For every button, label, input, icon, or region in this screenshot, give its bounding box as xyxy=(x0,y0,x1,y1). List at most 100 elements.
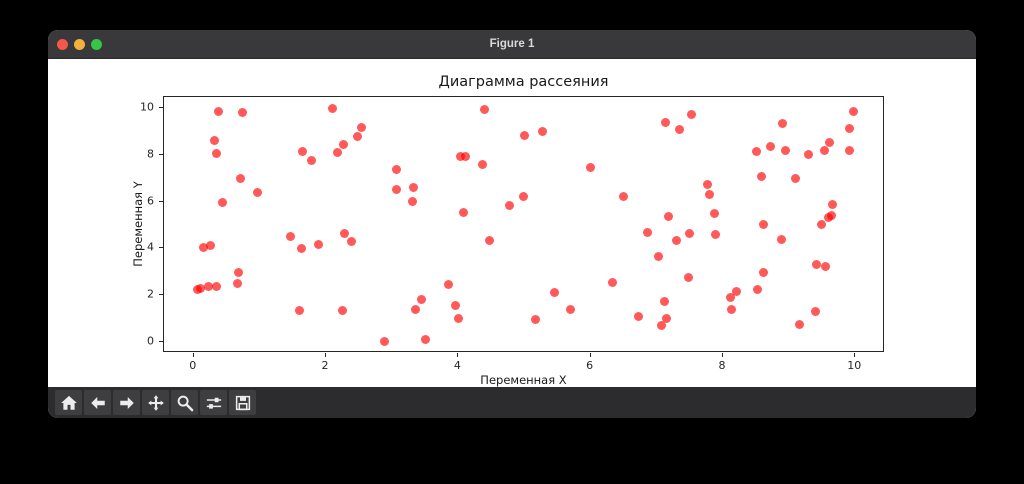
scatter-point xyxy=(297,243,307,253)
y-tick-mark xyxy=(159,200,163,202)
scatter-point xyxy=(702,179,712,189)
scatter-point xyxy=(777,118,787,128)
scatter-point xyxy=(357,122,367,132)
scatter-point xyxy=(685,229,695,239)
scatter-point xyxy=(456,151,466,161)
y-tick-label: 2 xyxy=(147,287,154,301)
scatter-point xyxy=(845,145,855,155)
zoom-window-button[interactable] xyxy=(91,39,102,50)
y-tick-label: 6 xyxy=(147,194,154,207)
scatter-point xyxy=(654,251,664,261)
back-button[interactable] xyxy=(84,390,111,415)
y-tick-mark xyxy=(159,247,163,249)
scatter-point xyxy=(795,320,805,330)
scatter-point xyxy=(518,192,528,202)
x-tick-mark xyxy=(457,353,459,357)
scatter-point xyxy=(347,237,357,247)
scatter-point xyxy=(643,227,653,237)
scatter-point xyxy=(195,283,205,293)
scatter-point xyxy=(766,141,776,151)
scatter-point xyxy=(339,140,349,150)
scatter-point xyxy=(660,117,670,127)
scatter-point xyxy=(711,230,721,240)
scatter-point xyxy=(566,304,576,314)
pan-button[interactable] xyxy=(142,390,169,415)
home-button[interactable] xyxy=(55,390,82,415)
scatter-point xyxy=(461,152,471,162)
scatter-point xyxy=(238,108,248,118)
scatter-point xyxy=(662,313,672,323)
y-tick-mark xyxy=(159,153,163,155)
scatter-point xyxy=(849,107,859,117)
arrow-left-icon xyxy=(89,394,107,412)
scatter-point xyxy=(751,146,761,156)
plot-area[interactable] xyxy=(163,96,884,352)
titlebar[interactable]: Figure 1 xyxy=(48,30,976,59)
scatter-point xyxy=(443,279,453,289)
scatter-point xyxy=(218,197,228,207)
scatter-point xyxy=(379,337,389,347)
scatter-point xyxy=(295,305,305,315)
scatter-point xyxy=(607,278,617,288)
y-tick-label: 0 xyxy=(147,334,154,348)
scatter-point xyxy=(338,305,348,315)
scatter-point xyxy=(824,138,834,148)
scatter-point xyxy=(812,259,822,269)
sliders-icon xyxy=(205,394,223,412)
y-tick-mark xyxy=(159,341,163,343)
zoom-to-rect-button[interactable] xyxy=(171,390,198,415)
scatter-point xyxy=(686,110,696,120)
save-button[interactable] xyxy=(229,390,256,415)
scatter-point xyxy=(479,105,489,115)
home-icon xyxy=(60,394,78,412)
navigation-toolbar xyxy=(48,387,976,418)
scatter-point xyxy=(328,104,338,114)
scatter-point xyxy=(199,242,209,252)
scatter-point xyxy=(391,185,401,195)
x-tick-label: 6 xyxy=(586,359,594,372)
scatter-point xyxy=(520,131,529,141)
scatter-point xyxy=(726,293,736,303)
scatter-point xyxy=(285,231,295,241)
scatter-point xyxy=(504,201,514,211)
configure-subplots-button[interactable] xyxy=(200,390,227,415)
scatter-point xyxy=(845,123,855,133)
scatter-point xyxy=(684,272,694,282)
x-tick-label: 8 xyxy=(718,359,726,372)
x-axis-label: Переменная X xyxy=(480,373,567,387)
x-tick-label: 10 xyxy=(847,359,862,372)
scatter-point xyxy=(236,173,246,183)
move-icon xyxy=(147,394,165,412)
scatter-point xyxy=(408,182,418,192)
scatter-point xyxy=(332,148,342,158)
scatter-point xyxy=(634,312,644,322)
scatter-point xyxy=(672,236,682,246)
scatter-point xyxy=(618,192,628,202)
scatter-point xyxy=(211,148,221,158)
scatter-point xyxy=(752,285,762,295)
scatter-point xyxy=(758,268,768,278)
figure-window: Figure 1 Диаграмма рассеяния 0 2 4 6 8 10 0 2 4 6… xyxy=(48,30,976,418)
scatter-point xyxy=(709,208,719,218)
scatter-point xyxy=(410,305,420,315)
scatter-point xyxy=(530,315,540,325)
scatter-point xyxy=(826,210,836,220)
y-tick-label: 8 xyxy=(147,147,154,161)
forward-button[interactable] xyxy=(113,390,140,415)
x-tick-mark xyxy=(192,353,194,357)
traffic-lights xyxy=(57,39,102,50)
scatter-point xyxy=(776,234,786,244)
scatter-point xyxy=(484,235,494,245)
minimize-button[interactable] xyxy=(74,39,85,50)
scatter-point xyxy=(232,278,242,288)
figure-canvas: Диаграмма рассеяния 0 2 4 6 8 10 0 2 4 6 8 10 Перем… xyxy=(48,59,976,387)
x-tick-mark xyxy=(589,353,591,357)
scatter-point xyxy=(211,282,221,292)
x-tick-label: 2 xyxy=(321,359,329,372)
scatter-point xyxy=(820,262,830,272)
scatter-point xyxy=(727,304,737,314)
close-button[interactable] xyxy=(57,39,68,50)
scatter-point xyxy=(340,228,350,238)
scatter-point xyxy=(820,145,830,155)
scatter-point xyxy=(660,296,670,306)
